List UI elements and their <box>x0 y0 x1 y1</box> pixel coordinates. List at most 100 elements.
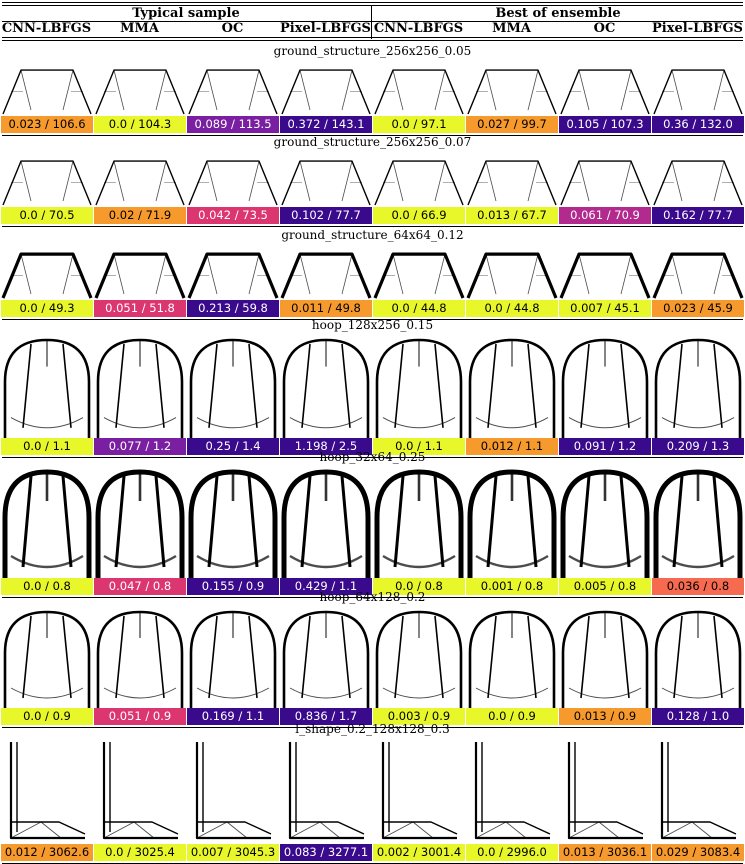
topology-image <box>95 469 185 578</box>
score-badge: 0.169 / 1.1 <box>187 708 279 725</box>
score-badge: 0.083 / 3277.1 <box>280 844 372 861</box>
topology-image <box>189 610 277 708</box>
topology-image <box>189 338 277 438</box>
score-badge: 0.051 / 0.9 <box>94 708 186 725</box>
row-separator <box>2 597 743 598</box>
topology-image <box>2 469 92 578</box>
score-badge: 0.003 / 0.9 <box>373 708 465 725</box>
topology-image <box>467 160 557 206</box>
topology-image <box>375 338 463 438</box>
column-header-3: Pixel-LBFGS <box>280 21 371 36</box>
topology-image <box>653 69 743 115</box>
topology-image <box>652 252 744 299</box>
header-rule-double <box>2 40 743 41</box>
score-badge: 1.198 / 2.5 <box>280 438 372 455</box>
topology-image <box>102 742 179 840</box>
row-title: l_shape_0.2_128x128_0.3 <box>295 722 450 736</box>
topology-image <box>281 69 371 115</box>
topology-image <box>660 742 737 840</box>
column-header-0: CNN-LBFGS <box>1 21 92 36</box>
score-badge: 0.162 / 77.7 <box>652 207 744 224</box>
score-badge: 0.0 / 0.9 <box>466 708 558 725</box>
score-badge: 0.372 / 143.1 <box>280 116 372 133</box>
top-rule <box>2 2 743 3</box>
row-title: ground_structure_64x64_0.12 <box>281 228 464 242</box>
column-header-4: CNN-LBFGS <box>373 21 464 36</box>
topology-image <box>281 469 371 578</box>
topology-image <box>96 338 184 438</box>
column-header-6: OC <box>593 21 616 36</box>
topology-image <box>468 338 556 438</box>
topology-image <box>653 160 743 206</box>
row-separator <box>2 727 743 728</box>
topology-image <box>467 469 557 578</box>
score-badge: 0.0 / 44.8 <box>466 300 558 317</box>
topology-image <box>3 610 91 708</box>
score-badge: 0.007 / 45.1 <box>559 300 651 317</box>
score-badge: 0.012 / 1.1 <box>466 438 558 455</box>
score-badge: 0.042 / 73.5 <box>187 207 279 224</box>
topology-image <box>560 469 650 578</box>
topology-image <box>282 610 370 708</box>
score-badge: 0.0 / 1.1 <box>373 438 465 455</box>
score-badge: 0.429 / 1.1 <box>280 578 372 595</box>
topology-image <box>374 160 464 206</box>
score-badge: 0.213 / 59.8 <box>187 300 279 317</box>
topology-image <box>2 69 92 115</box>
topology-image <box>468 610 556 708</box>
score-badge: 0.128 / 1.0 <box>652 708 744 725</box>
topology-image <box>95 160 185 206</box>
row-separator <box>2 226 743 227</box>
column-header-1: MMA <box>120 21 159 36</box>
row-title: hoop_128x256_0.15 <box>311 318 434 332</box>
score-badge: 0.051 / 51.8 <box>94 300 186 317</box>
score-badge: 0.836 / 1.7 <box>280 708 372 725</box>
topology-image <box>373 252 465 299</box>
score-badge: 0.061 / 70.9 <box>559 207 651 224</box>
topology-image <box>375 610 463 708</box>
score-badge: 0.089 / 113.5 <box>187 116 279 133</box>
topology-image <box>559 252 651 299</box>
topology-image <box>282 338 370 438</box>
topology-image <box>654 338 742 438</box>
score-badge: 0.013 / 3036.1 <box>559 844 651 861</box>
topology-image <box>560 69 650 115</box>
topology-image <box>94 252 186 299</box>
topology-image <box>2 160 92 206</box>
topology-image <box>561 610 649 708</box>
top-rule-double <box>2 5 743 6</box>
row-separator <box>2 319 743 320</box>
topology-image <box>188 69 278 115</box>
score-badge: 0.007 / 3045.3 <box>187 844 279 861</box>
topology-image <box>654 610 742 708</box>
topology-image <box>561 338 649 438</box>
topology-image <box>281 160 371 206</box>
score-badge: 0.036 / 0.8 <box>652 578 744 595</box>
topology-image <box>567 742 644 840</box>
group-best-of-ensemble: Best of ensemble <box>495 6 621 21</box>
score-badge: 0.0 / 2996.0 <box>466 844 558 861</box>
score-badge: 0.0 / 0.9 <box>1 708 93 725</box>
topology-image <box>374 469 464 578</box>
score-badge: 0.011 / 49.8 <box>280 300 372 317</box>
topology-image <box>1 252 93 299</box>
score-badge: 0.013 / 0.9 <box>559 708 651 725</box>
score-badge: 0.209 / 1.3 <box>652 438 744 455</box>
topology-image <box>96 610 184 708</box>
topology-image <box>188 469 278 578</box>
row-title: hoop_32x64_0.25 <box>319 450 426 464</box>
score-badge: 0.027 / 99.7 <box>466 116 558 133</box>
topology-image <box>381 742 458 840</box>
topology-image <box>3 338 91 438</box>
score-badge: 0.0 / 44.8 <box>373 300 465 317</box>
score-badge: 0.155 / 0.9 <box>187 578 279 595</box>
topology-image <box>9 742 86 840</box>
score-badge: 0.001 / 0.8 <box>466 578 558 595</box>
topology-image <box>288 742 365 840</box>
topology-image <box>95 69 185 115</box>
score-badge: 0.0 / 66.9 <box>373 207 465 224</box>
group-typical-sample: Typical sample <box>132 6 240 21</box>
score-badge: 0.0 / 104.3 <box>94 116 186 133</box>
row-title: ground_structure_256x256_0.07 <box>273 135 472 149</box>
group-rule <box>2 21 743 22</box>
